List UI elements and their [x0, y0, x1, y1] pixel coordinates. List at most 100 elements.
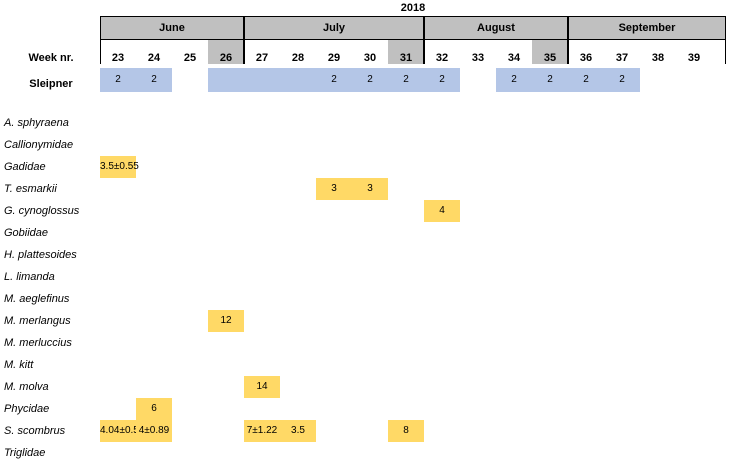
taxon-row: M. merlangus 12: [0, 310, 730, 332]
taxon-name: M. molva: [4, 381, 49, 393]
sleipner-value: 2: [367, 74, 373, 85]
week-cell: [172, 40, 208, 64]
taxon-row: L. limanda: [0, 266, 730, 288]
month-header: July: [244, 16, 424, 40]
detection-cell: 8: [388, 420, 424, 442]
week-cell: [244, 40, 280, 64]
taxon-row: H. plattesoides: [0, 244, 730, 266]
week-cell: [352, 40, 388, 64]
taxon-row: Triglidae: [0, 442, 730, 464]
taxon-name: S. scombrus: [4, 425, 66, 437]
taxon-name: L. limanda: [4, 271, 55, 283]
sleipner-value: 2: [511, 74, 517, 85]
detection-cell: 4.04±0.52: [100, 420, 144, 442]
week-cell: [640, 40, 676, 64]
sleipner-coverage-cell: [280, 68, 316, 92]
taxon-name: M. kitt: [4, 359, 34, 371]
week-cell: [460, 40, 496, 64]
month-header: September: [568, 16, 726, 40]
taxon-row: Callionymidae: [0, 134, 730, 156]
detection-cell: 7±1.22: [244, 420, 280, 442]
taxon-row: M. kitt: [0, 354, 730, 376]
detection-cell: 4±0.89: [136, 420, 172, 442]
sleipner-coverage-cell: [604, 68, 640, 92]
taxon-row: M. aeglefinus: [0, 288, 730, 310]
week-number: 28: [291, 52, 305, 64]
taxon-name: G. cynoglossus: [4, 205, 80, 217]
week-number: 34: [507, 52, 521, 64]
sleipner-coverage-cell: [316, 68, 352, 92]
taxon-row: S. scombrus 4.04±0.52 4±0.89 7±1.22 3.5 8: [0, 420, 730, 442]
sleipner-value: 2: [547, 74, 553, 85]
week-cell: [532, 40, 568, 64]
week-label: Week nr.: [28, 52, 74, 64]
detection-cell: 3: [352, 178, 388, 200]
week-cell: [604, 40, 640, 64]
detection-cell: 4: [424, 200, 460, 222]
sleipner-coverage-cell: [424, 68, 460, 92]
taxon-name: Gobiidae: [4, 227, 49, 239]
sleipner-coverage-cell: [496, 68, 532, 92]
taxon-row: M. merluccius: [0, 332, 730, 354]
detection-cell: 6: [136, 398, 172, 420]
week-cell: [136, 40, 172, 64]
sleipner-value: 2: [439, 74, 445, 85]
week-cell: [496, 40, 532, 64]
month-header: June: [100, 16, 244, 40]
week-cell: [424, 40, 460, 64]
sleipner-coverage-cell: [136, 68, 172, 92]
sleipner-coverage-cell: [244, 68, 280, 92]
detection-cell: 3: [316, 178, 352, 200]
taxon-row: A. sphyraena: [0, 112, 730, 134]
detection-cell: 14: [244, 376, 280, 398]
sleipner-value: 2: [115, 74, 121, 85]
taxon-name: M. aeglefinus: [4, 293, 70, 305]
sleipner-label: Sleipner: [29, 78, 73, 90]
taxon-row: Gadidae 3.5±0.55: [0, 156, 730, 178]
sleipner-coverage-cell: [532, 68, 568, 92]
week-cell: [676, 40, 726, 64]
taxon-name: H. plattesoides: [4, 249, 77, 261]
week-number: 39: [687, 52, 701, 64]
week-cell: [100, 40, 136, 64]
week-number: 30: [363, 52, 377, 64]
week-number: 27: [255, 52, 269, 64]
week-number: 24: [147, 52, 161, 64]
sleipner-value: 2: [151, 74, 157, 85]
sleipner-value: 2: [619, 74, 625, 85]
sleipner-value: 2: [583, 74, 589, 85]
taxon-row: M. molva 14: [0, 376, 730, 398]
week-number: 25: [183, 52, 197, 64]
sleipner-value: 2: [403, 74, 409, 85]
taxon-name: T. esmarkii: [4, 183, 57, 195]
taxon-row: G. cynoglossus 4: [0, 200, 730, 222]
detection-cell: 3.5: [280, 420, 316, 442]
taxon-name: Gadidae: [4, 161, 46, 173]
taxon-name: Phycidae: [4, 403, 50, 415]
week-number: 29: [327, 52, 341, 64]
week-cell: [280, 40, 316, 64]
sleipner-value: 2: [331, 74, 337, 85]
week-number: 33: [471, 52, 485, 64]
taxon-name: Callionymidae: [4, 139, 74, 151]
taxon-name: M. merluccius: [4, 337, 72, 349]
sleipner-coverage-cell: [388, 68, 424, 92]
detection-cell: 3.5±0.55: [100, 156, 139, 178]
year-header: 2018: [400, 2, 426, 14]
sleipner-coverage-cell: [352, 68, 388, 92]
week-cell: [316, 40, 352, 64]
taxon-row: T. esmarkii 3 3: [0, 178, 730, 200]
taxon-row: Gobiidae: [0, 222, 730, 244]
week-number: 32: [435, 52, 449, 64]
week-number: 35: [543, 52, 557, 64]
week-number: 36: [579, 52, 593, 64]
week-number: 38: [651, 52, 665, 64]
week-number: 31: [399, 52, 413, 64]
detection-cell: 12: [208, 310, 244, 332]
sleipner-coverage-cell: [208, 68, 244, 92]
week-number: 26: [219, 52, 233, 64]
week-cell: [208, 40, 244, 64]
sleipner-coverage-cell: [100, 68, 136, 92]
week-number: 37: [615, 52, 629, 64]
